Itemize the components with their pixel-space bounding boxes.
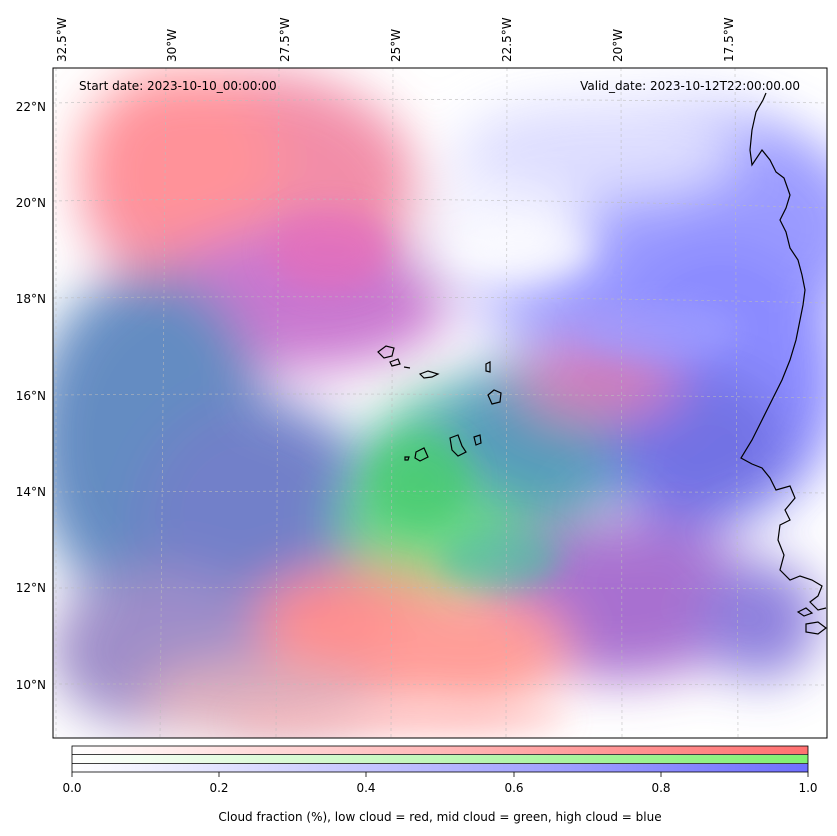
colorbar-tick-label: 1.0 — [798, 781, 817, 795]
lon-label: 25°W — [389, 29, 403, 62]
lat-label: 12°N — [16, 581, 46, 595]
lat-label: 20°N — [16, 196, 46, 210]
map-frame — [52, 67, 828, 739]
colorbar-tick-label: 0.0 — [62, 781, 81, 795]
gridlines — [53, 68, 827, 738]
boa-vista-island — [487, 389, 502, 405]
sao-vicente-island — [389, 358, 401, 367]
lon-label: 27.5°W — [278, 17, 292, 62]
santiago-island — [449, 434, 467, 457]
colorbar-tick-label: 0.6 — [504, 781, 523, 795]
fogo-island — [414, 447, 429, 462]
map-panel — [53, 68, 827, 738]
lat-label: 18°N — [16, 292, 46, 306]
santo-antao-island — [377, 345, 395, 359]
santa-luzia-island — [403, 366, 411, 369]
colorbar-ticks — [71, 772, 809, 777]
lon-label: 32.5°W — [55, 17, 69, 62]
lon-label: 17.5°W — [722, 17, 736, 62]
coastline-africa — [740, 92, 827, 635]
latitude-labels: 22°N 20°N 18°N 16°N 14°N 12°N 10°N — [16, 100, 46, 692]
longitude-labels: 32.5°W 30°W 27.5°W 25°W 22.5°W 20°W 17.5… — [55, 17, 736, 62]
colorbar-tick-label: 0.2 — [209, 781, 228, 795]
colorbar-low-cloud — [72, 746, 808, 754]
colorbar-tick-label: 0.4 — [356, 781, 375, 795]
lon-label: 30°W — [165, 29, 179, 62]
cape-verde-islands — [377, 345, 502, 462]
colorbar-high-cloud — [72, 764, 808, 772]
lat-label: 22°N — [16, 100, 46, 114]
sal-island — [485, 361, 491, 373]
lat-label: 16°N — [16, 389, 46, 403]
valid-date-text: Valid_date: 2023-10-12T22:00:00.00 — [580, 79, 800, 93]
colorbar: 0.0 0.2 0.4 0.6 0.8 1.0 Cloud fraction (… — [62, 745, 818, 824]
colorbar-tick-label: 0.8 — [651, 781, 670, 795]
brava-island — [404, 456, 410, 461]
lat-label: 10°N — [16, 678, 46, 692]
maio-island — [473, 434, 482, 446]
colorbar-mid-cloud — [72, 755, 808, 763]
lon-label: 22.5°W — [500, 17, 514, 62]
start-date-text: Start date: 2023-10-10_00:00:00 — [79, 79, 277, 93]
colorbar-label: Cloud fraction (%), low cloud = red, mid… — [218, 810, 661, 824]
sao-nicolau-island — [418, 370, 440, 379]
lon-label: 20°W — [611, 29, 625, 62]
lat-label: 14°N — [16, 485, 46, 499]
cloud-fraction-field — [53, 70, 827, 738]
